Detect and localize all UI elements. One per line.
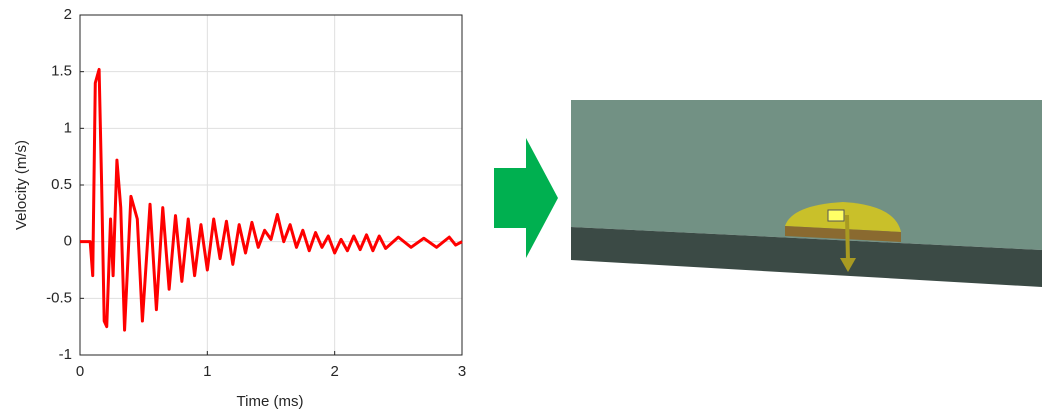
force-arrow-head bbox=[840, 258, 856, 272]
x-axis-label: Time (ms) bbox=[237, 393, 304, 410]
x-tick-label: 3 bbox=[458, 363, 466, 380]
force-arrow bbox=[845, 214, 850, 263]
arrow bbox=[494, 138, 558, 258]
3d-scene bbox=[571, 100, 1042, 287]
plate-side bbox=[571, 227, 1042, 287]
x-tick-label: 1 bbox=[203, 363, 211, 380]
y-tick-label: 1.5 bbox=[51, 63, 72, 80]
y-tick-label: -1 bbox=[59, 346, 72, 363]
y-tick-label: 0.5 bbox=[51, 176, 72, 193]
y-tick-label: 1 bbox=[64, 119, 72, 136]
sensor-side bbox=[785, 226, 901, 242]
sensor-marker bbox=[827, 209, 845, 222]
y-tick-label: 2 bbox=[64, 6, 72, 23]
data-line bbox=[80, 67, 463, 332]
y-axis-label: Velocity (m/s) bbox=[13, 140, 30, 230]
plot-area: 0 1 2 3 -1 -0.5 0 0.5 1 1.5 2 bbox=[46, 6, 466, 380]
y-tick-label: 0 bbox=[64, 233, 72, 250]
x-tick-label: 2 bbox=[330, 363, 338, 380]
y-tick-label: -0.5 bbox=[46, 289, 72, 306]
plot-border bbox=[79, 14, 463, 356]
plate-top bbox=[571, 100, 1042, 250]
x-tick-label: 0 bbox=[76, 363, 84, 380]
